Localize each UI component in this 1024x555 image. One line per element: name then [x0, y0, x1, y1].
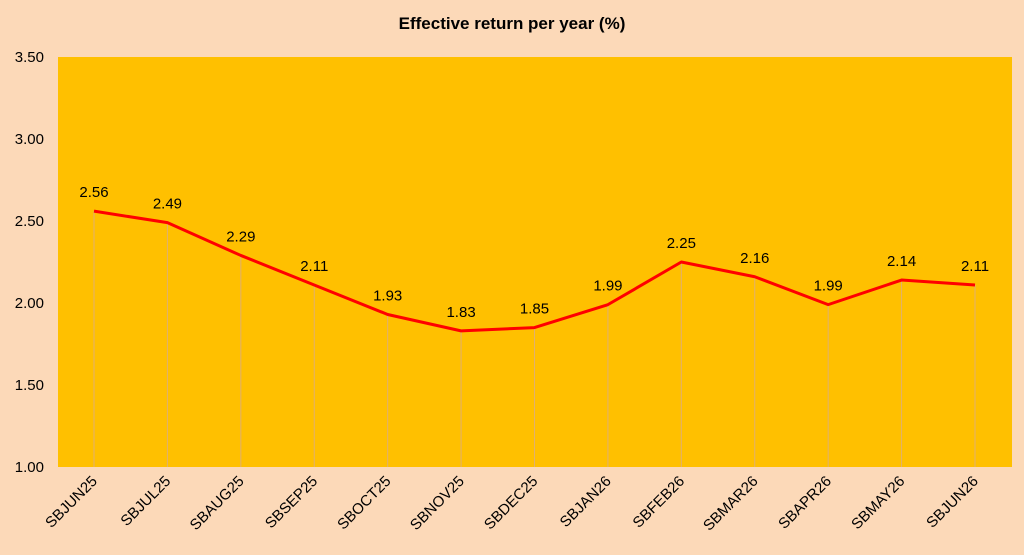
- data-label: 1.85: [520, 301, 549, 318]
- x-tick-label: SBNOV25: [407, 473, 468, 534]
- data-label: 2.49: [153, 196, 182, 213]
- y-tick-label: 2.00: [15, 295, 44, 312]
- y-tick-label: 3.00: [15, 131, 44, 148]
- drop-lines: [93, 211, 976, 467]
- x-tick-label: SBAPR26: [775, 473, 835, 533]
- chart-title: Effective return per year (%): [398, 14, 626, 33]
- x-tick-label: SBJUN26: [923, 473, 982, 532]
- data-label: 1.83: [446, 304, 475, 321]
- y-tick-label: 1.00: [15, 459, 44, 476]
- x-tick-label: SBMAY26: [848, 473, 908, 533]
- data-label: 2.56: [79, 184, 108, 201]
- data-label: 2.11: [300, 258, 328, 275]
- data-label: 1.93: [373, 287, 402, 304]
- x-tick-label: SBOCT25: [334, 473, 394, 533]
- data-label: 2.25: [667, 235, 696, 252]
- x-tick-label: SBJUL25: [117, 473, 174, 530]
- x-tick-label: SBSEP25: [262, 473, 321, 532]
- x-tick-label: SBAUG25: [187, 473, 248, 534]
- x-tick-label: SBMAR26: [700, 473, 762, 535]
- series-line: [93, 209, 976, 333]
- data-labels: 2.56 2.49 2.29 2.11 1.93 1.83 1.85 1.99 2.25 2.16…: [79, 184, 989, 321]
- data-label: 2.14: [887, 253, 916, 270]
- data-label: 2.29: [226, 228, 255, 245]
- x-tick-label: SBDEC25: [481, 473, 541, 533]
- data-label: 2.11: [961, 258, 989, 275]
- y-tick-label: 1.50: [15, 377, 44, 394]
- x-tick-label: SBJUN25: [42, 473, 101, 532]
- data-label: 1.99: [814, 278, 843, 295]
- data-label: 1.99: [593, 278, 622, 295]
- x-axis: SBJUN25 SBJUL25 SBAUG25 SBSEP25 SBOCT25 SBNOV…: [42, 473, 982, 535]
- data-label: 2.16: [740, 250, 769, 267]
- x-tick-label: SBFEB26: [630, 473, 689, 532]
- y-tick-label: 3.50: [15, 49, 44, 66]
- x-tick-label: SBJAN26: [557, 473, 615, 531]
- y-axis: 1.00 1.50 2.00 2.50 3.00 3.50: [15, 49, 44, 476]
- y-tick-label: 2.50: [15, 213, 44, 230]
